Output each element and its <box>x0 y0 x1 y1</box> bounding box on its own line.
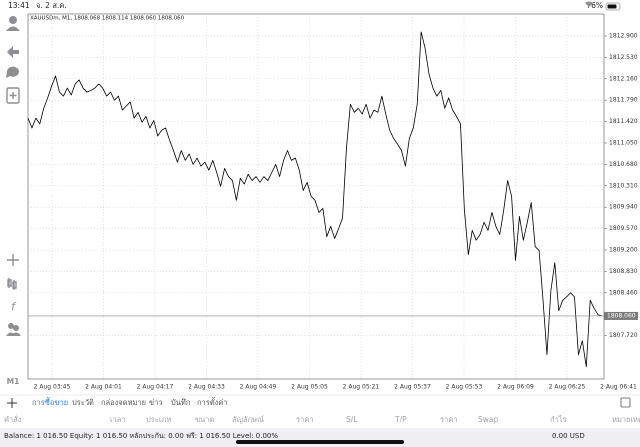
y-tick-label: 1810.310 <box>609 182 638 189</box>
y-tick-label: 1812.900 <box>609 32 638 39</box>
column-header: กำไร <box>550 415 567 424</box>
column-header: ขนาด <box>195 415 214 424</box>
total-profit: 0.00 USD <box>552 432 585 440</box>
account-icon-body <box>6 26 20 31</box>
column-header: คำสั่ง <box>4 414 22 424</box>
account-icon[interactable] <box>9 16 17 24</box>
add-button[interactable] <box>7 398 17 408</box>
account-summary: Balance: 1 016.50 Equity: 1 016.50 หลักป… <box>4 432 278 440</box>
timeframe-button[interactable]: M1 <box>7 377 20 386</box>
battery-level: 76% <box>586 1 603 10</box>
column-header: สัญลักษณ์ <box>232 415 264 424</box>
chart-frame <box>27 13 605 380</box>
x-tick-label: 2 Aug 06:25 <box>549 384 586 391</box>
column-header: ประเภท <box>146 415 171 424</box>
x-tick-label: 2 Aug 05:53 <box>446 384 483 391</box>
tab[interactable]: การซื้อขาย <box>32 397 68 407</box>
column-header: ราคา <box>296 415 313 424</box>
tabs: การซื้อขาย ประวัติ กล่องจดหมาย ข่าว บันทึก กา… <box>32 397 228 407</box>
y-tick-label: 1808.830 <box>609 268 638 275</box>
y-tick-label: 1809.570 <box>609 225 638 232</box>
objects-icon-2 <box>13 325 19 331</box>
tab[interactable]: กล่องจดหมาย <box>101 398 146 407</box>
x-tick-label: 2 Aug 04:17 <box>137 384 174 391</box>
column-header: เวลา <box>110 415 126 424</box>
indicator-icon[interactable]: f <box>11 300 17 313</box>
x-tick-label: 2 Aug 05:05 <box>291 384 328 391</box>
column-headers: คำสั่ง เวลา ประเภท ขนาด สัญลักษณ์ ราคา S/L T/P ร… <box>4 414 640 424</box>
y-tick-label: 1811.420 <box>609 118 638 125</box>
x-tick-label: 2 Aug 04:49 <box>240 384 277 391</box>
y-tick-label: 1809.940 <box>609 204 638 211</box>
y-tick-label: 1808.460 <box>609 289 638 296</box>
x-tick-label: 2 Aug 05:21 <box>343 384 380 391</box>
y-tick-label: 1811.050 <box>609 139 638 146</box>
y-tick-label: 1807.720 <box>609 332 638 339</box>
status-date: จ. 2 ส.ค. <box>36 1 67 10</box>
tab[interactable]: การตั้งค่า <box>197 397 228 407</box>
battery-icon <box>605 2 621 11</box>
column-header: Swap <box>478 415 498 424</box>
left-toolbar: f M1 <box>6 16 21 386</box>
x-tick-label: 2 Aug 06:41 <box>600 384 637 391</box>
layout-button[interactable] <box>620 397 631 408</box>
x-tick-label: 2 Aug 05:37 <box>394 384 431 391</box>
new-order-plus <box>9 92 17 99</box>
x-tick-label: 2 Aug 04:33 <box>188 384 225 391</box>
crosshair-icon[interactable] <box>7 254 19 266</box>
y-tick-label: 1809.200 <box>609 247 638 254</box>
new-order-icon[interactable] <box>6 87 20 104</box>
x-tick-label: 2 Aug 03:45 <box>34 384 71 391</box>
y-tick-label: 1810.680 <box>609 161 638 168</box>
y-tick-label: 1812.160 <box>609 75 638 82</box>
wifi-icon <box>585 1 593 8</box>
chat-icon[interactable] <box>6 66 19 78</box>
summary-bar <box>0 428 640 447</box>
tab[interactable]: ประวัติ <box>72 398 94 407</box>
status-time: 13:41 <box>8 1 30 10</box>
y-tick-label: 1811.790 <box>609 97 638 104</box>
price-line <box>27 31 603 368</box>
objects-icon-body <box>6 332 21 336</box>
chart-type-icon[interactable] <box>7 278 17 290</box>
battery-fill <box>607 4 617 9</box>
trade-icon[interactable] <box>7 46 19 58</box>
chart: 1812.900 1812.530 1812.160 1811.790 1811.420… <box>27 14 638 391</box>
current-price-box <box>604 311 638 320</box>
home-indicator <box>236 440 404 444</box>
column-header: T/P <box>394 415 407 424</box>
objects-icon[interactable] <box>8 323 14 329</box>
column-header: ราคา <box>440 415 457 424</box>
chart-title: XAUUSDm, M1, 1808.068 1808.114 1808.060 … <box>30 16 185 22</box>
x-tick-label: 2 Aug 06:09 <box>497 384 534 391</box>
x-tick-label: 2 Aug 04:01 <box>85 384 122 391</box>
tab[interactable]: ข่าว <box>149 398 163 407</box>
current-price-label: 1808.060 <box>607 312 636 319</box>
tab[interactable]: บันทึก <box>171 398 190 407</box>
column-header: หมายเหตุ <box>612 415 640 424</box>
column-header: S/L <box>346 415 358 424</box>
y-tick-label: 1812.530 <box>609 54 638 61</box>
